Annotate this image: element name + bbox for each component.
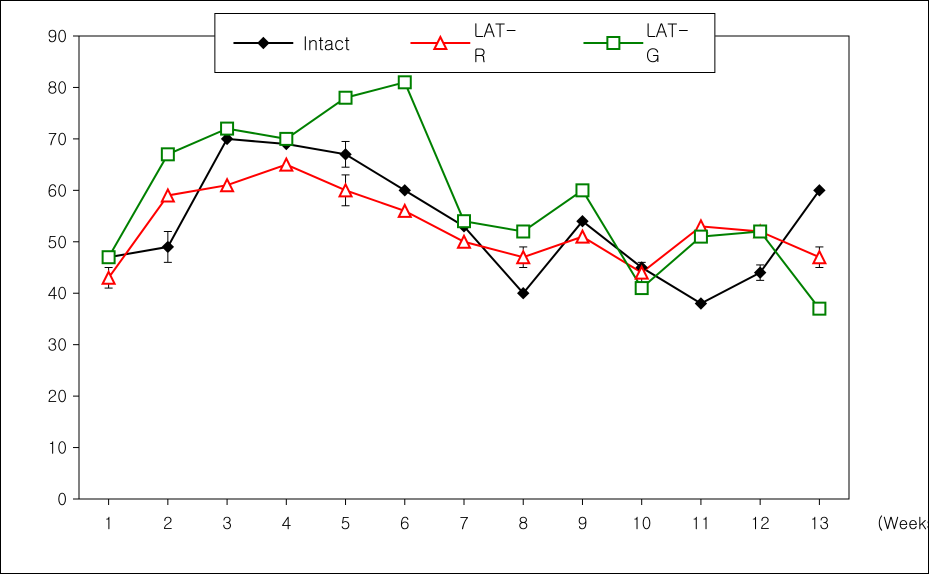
svg-text:8: 8	[518, 510, 528, 534]
svg-text:11: 11	[691, 510, 711, 534]
svg-text:12: 12	[750, 510, 770, 534]
svg-text:1: 1	[104, 510, 114, 534]
svg-text:5: 5	[341, 510, 351, 534]
svg-text:70: 70	[47, 126, 67, 150]
svg-text:40: 40	[47, 280, 67, 304]
legend-marker-latr	[410, 33, 464, 53]
legend: Intact LAT-R LAT-G	[214, 13, 715, 73]
svg-text:7: 7	[459, 510, 469, 534]
svg-text:80: 80	[47, 74, 67, 98]
svg-text:50: 50	[47, 229, 67, 253]
svg-text:6: 6	[400, 510, 410, 534]
svg-text:9: 9	[578, 510, 588, 534]
legend-marker-intact	[233, 33, 293, 53]
legend-item-latr: LAT-R	[410, 18, 523, 68]
svg-text:10: 10	[47, 435, 67, 459]
legend-label-latg: LAT-G	[646, 18, 696, 68]
legend-label-intact: Intact	[303, 31, 350, 56]
svg-text:60: 60	[47, 177, 67, 201]
svg-text:3: 3	[222, 510, 232, 534]
svg-text:0: 0	[57, 486, 67, 510]
legend-item-intact: Intact	[233, 18, 350, 68]
legend-label-latr: LAT-R	[474, 18, 523, 68]
svg-text:(Weeks): (Weeks)	[877, 510, 929, 534]
svg-text:30: 30	[47, 332, 67, 356]
svg-text:4: 4	[281, 510, 291, 534]
chart-svg: 010203040506070809012345678910111213(Wee…	[1, 1, 929, 575]
svg-text:20: 20	[47, 383, 67, 407]
svg-text:90: 90	[47, 23, 67, 47]
legend-marker-latg	[583, 33, 636, 53]
svg-text:13: 13	[810, 510, 830, 534]
chart-container: 010203040506070809012345678910111213(Wee…	[0, 0, 929, 574]
svg-text:2: 2	[163, 510, 173, 534]
svg-text:10: 10	[632, 510, 652, 534]
legend-item-latg: LAT-G	[583, 18, 696, 68]
